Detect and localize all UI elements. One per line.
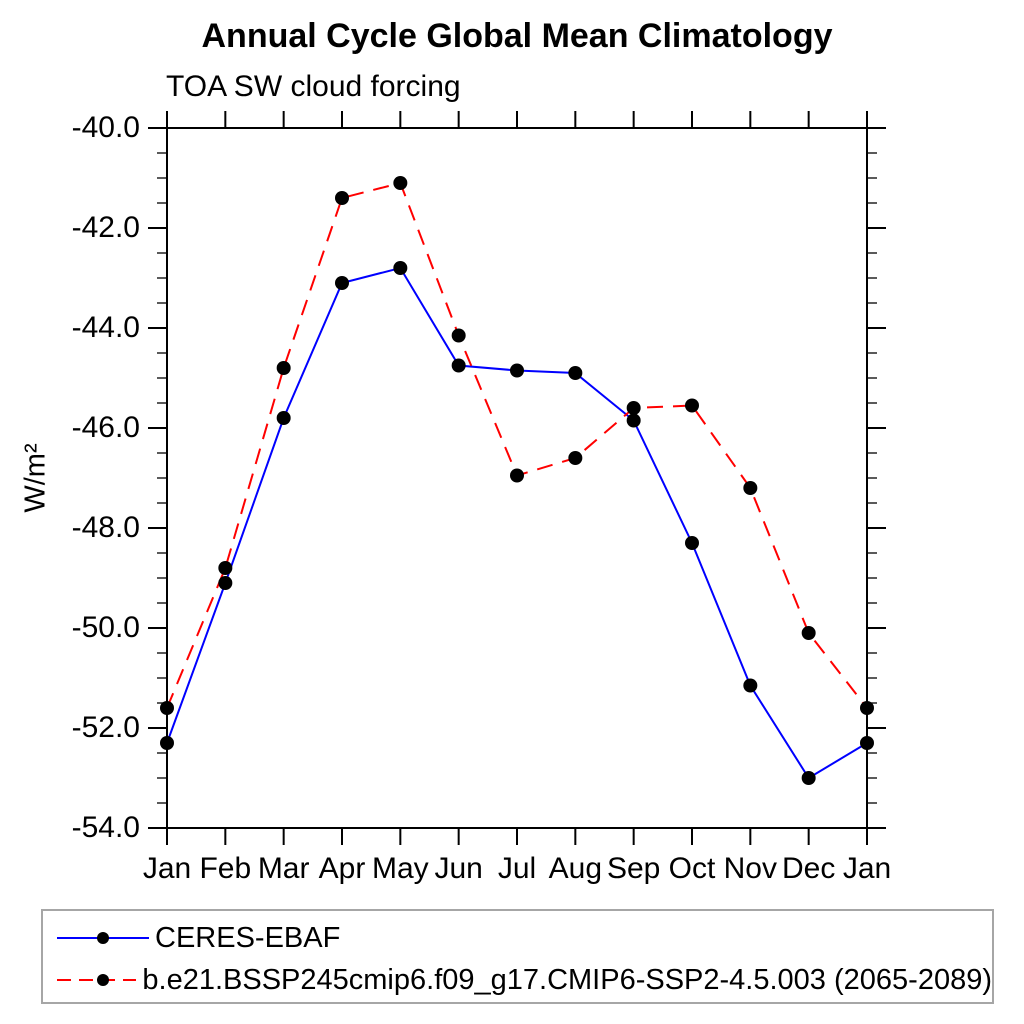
legend-line-marker-icon	[57, 932, 149, 944]
data-point-marker-1-2	[276, 361, 291, 375]
x-tick-label-0: Jan	[142, 852, 192, 885]
x-tick-label-5: Jun	[434, 852, 483, 885]
data-point-marker-0-6	[510, 363, 524, 378]
y-tick-label: -52.0	[71, 711, 140, 744]
data-point-marker-0-10	[743, 678, 758, 693]
data-point-marker-0-11	[801, 771, 816, 785]
legend-label-1: b.e21.BSSP245cmip6.f09_g17.CMIP6-SSP2-4.…	[142, 963, 992, 996]
data-point-marker-1-12	[860, 701, 874, 715]
x-tick-label-4: May	[371, 852, 429, 885]
x-tick-label-8: Sep	[606, 852, 661, 885]
data-point-marker-0-0	[160, 736, 174, 750]
legend-label-0: CERES-EBAF	[155, 921, 341, 954]
x-tick-label-9: Oct	[668, 852, 716, 885]
chart-title: Annual Cycle Global Mean Climatology	[201, 17, 833, 55]
data-point-marker-0-3	[335, 276, 349, 290]
data-point-marker-0-1	[218, 576, 233, 590]
legend-line-marker-icon	[57, 974, 137, 986]
y-tick-label: -46.0	[71, 411, 140, 444]
x-tick-label-6: Jul	[497, 852, 537, 885]
data-point-marker-1-0	[160, 701, 174, 715]
y-tick-label: -48.0	[71, 511, 140, 544]
data-point-marker-1-6	[510, 468, 524, 483]
series-line-1	[166, 181, 868, 709]
data-point-marker-1-11	[801, 626, 816, 640]
y-tick-label: -42.0	[71, 211, 140, 244]
data-point-marker-1-4	[393, 176, 408, 190]
x-tick-label-2: Mar	[257, 852, 310, 885]
legend-item-1: b.e21.BSSP245cmip6.f09_g17.CMIP6-SSP2-4.…	[57, 959, 992, 1001]
data-point-marker-0-2	[276, 411, 291, 425]
y-tick-label: -44.0	[71, 311, 140, 344]
data-point-marker-1-3	[335, 191, 349, 205]
series-line-0	[166, 266, 868, 780]
x-tick-label-3: Apr	[318, 852, 366, 885]
legend-dot-1	[97, 974, 109, 986]
data-point-marker-0-9	[685, 536, 699, 550]
x-tick-label-7: Aug	[548, 852, 603, 885]
legend-dot-0	[97, 932, 109, 944]
data-point-marker-0-4	[393, 261, 408, 275]
y-tick-label: -50.0	[71, 611, 140, 644]
legend-item-0: CERES-EBAF	[57, 917, 992, 959]
x-tick-label-1: Feb	[199, 852, 252, 885]
data-point-marker-0-8	[626, 413, 641, 428]
data-point-marker-1-10	[743, 481, 758, 495]
x-tick-label-11: Dec	[781, 852, 836, 885]
data-point-marker-0-12	[860, 736, 874, 750]
data-point-marker-1-9	[685, 398, 699, 413]
legend: CERES-EBAF b.e21.BSSP245cmip6.f09_g17.CMI…	[41, 909, 994, 1004]
data-point-marker-0-7	[568, 366, 583, 380]
chart-subtitle: TOA SW cloud forcing	[166, 70, 461, 103]
y-tick-label: -54.0	[71, 811, 140, 844]
x-tick-label-12: Jan	[842, 852, 892, 885]
data-point-marker-1-5	[451, 328, 466, 343]
data-point-marker-1-8	[626, 401, 641, 415]
data-point-marker-0-5	[451, 358, 466, 373]
y-tick-label: -40.0	[71, 111, 140, 144]
x-tick-label-10: Nov	[723, 852, 777, 885]
data-point-marker-1-1	[218, 561, 233, 575]
data-point-marker-1-7	[568, 451, 583, 465]
